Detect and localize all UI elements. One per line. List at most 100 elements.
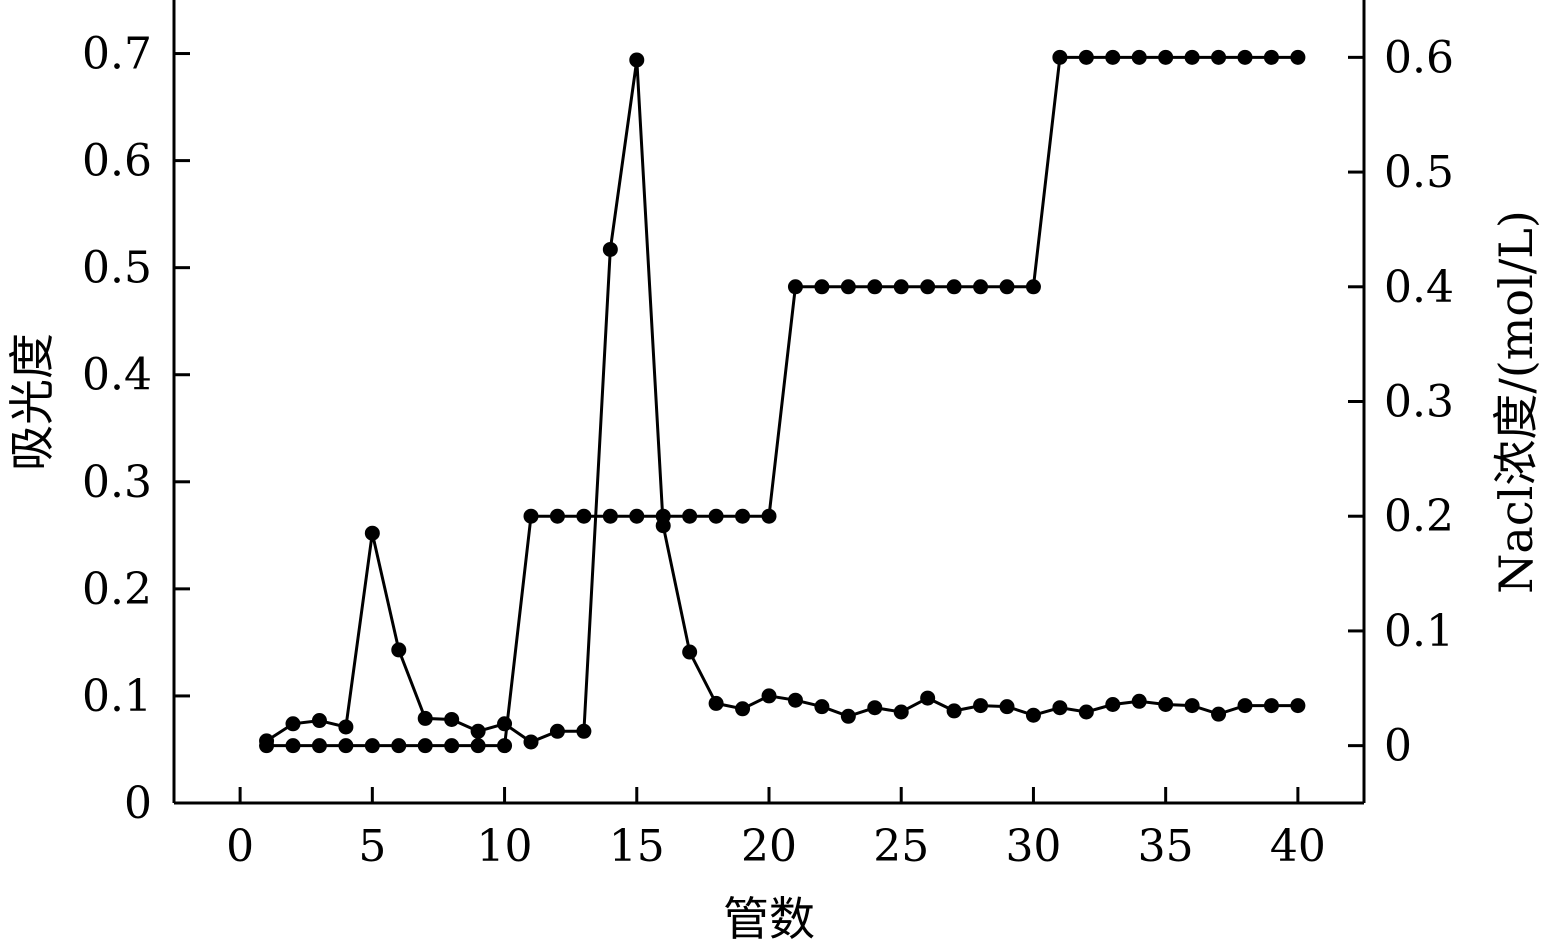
y-tick-label-right: 0.2 [1384, 491, 1454, 542]
data-point-right [311, 738, 327, 754]
data-point-left [1158, 696, 1174, 712]
data-point-right [1078, 49, 1094, 65]
data-point-left [1184, 698, 1200, 714]
data-point-left [311, 713, 327, 729]
data-point-left [497, 716, 513, 732]
data-point-right [1052, 49, 1068, 65]
series-right [259, 49, 1306, 754]
data-point-left [840, 708, 856, 724]
data-point-right [761, 508, 777, 524]
data-point-right [259, 738, 275, 754]
data-point-right [497, 738, 513, 754]
data-point-left [814, 699, 830, 715]
data-point-left [1131, 693, 1147, 709]
data-point-left [999, 699, 1015, 715]
x-tick-label: 5 [358, 821, 386, 872]
y-tick-label-right: 0.3 [1384, 377, 1454, 428]
data-point-left [1237, 698, 1253, 714]
data-point-right [1131, 49, 1147, 65]
data-point-right [417, 738, 433, 754]
data-point-right [470, 738, 486, 754]
data-point-left [1211, 706, 1227, 722]
y-axis-title-right: Nacl浓度/(mol/L) [1489, 210, 1543, 594]
data-point-left [444, 711, 460, 727]
data-point-right [867, 279, 883, 295]
y-tick-label-right: 0.5 [1384, 147, 1454, 198]
data-point-right [840, 279, 856, 295]
data-point-right [893, 279, 909, 295]
data-point-left [893, 704, 909, 720]
data-point-left [867, 700, 883, 716]
y-tick-label-left: 0.7 [82, 29, 152, 80]
data-point-right [1158, 49, 1174, 65]
x-tick-label: 0 [226, 821, 254, 872]
data-point-right [602, 508, 618, 524]
data-point-right [655, 508, 671, 524]
data-point-left [285, 716, 301, 732]
data-point-right [576, 508, 592, 524]
tick-labels: 0 5 10 15 20 25 30 35 40 0 0.1 0.2 0.3 0.4 0.5 0.6 0.7 0 0… [82, 29, 1454, 872]
y-tick-label-left: 0.3 [82, 457, 152, 508]
series-layer [259, 49, 1306, 754]
data-point-left [1025, 707, 1041, 723]
data-point-left [523, 734, 539, 750]
data-point-right [946, 279, 962, 295]
x-tick-label: 20 [741, 821, 797, 872]
data-point-right [787, 279, 803, 295]
data-point-left [1290, 698, 1306, 714]
data-point-right [1184, 49, 1200, 65]
data-point-right [814, 279, 830, 295]
data-point-left [1078, 704, 1094, 720]
y-tick-label-left: 0.4 [82, 350, 152, 401]
data-point-right [1211, 49, 1227, 65]
y-tick-label-left: 0.6 [82, 136, 152, 187]
data-point-left [761, 688, 777, 704]
data-point-right [920, 279, 936, 295]
data-point-right [735, 508, 751, 524]
data-point-left [973, 698, 989, 714]
y-tick-label-right: 0 [1384, 721, 1412, 772]
data-point-left [338, 719, 354, 735]
data-point-right [1237, 49, 1253, 65]
y-tick-label-right: 0.6 [1384, 32, 1454, 83]
data-point-left [708, 695, 724, 711]
data-point-left [549, 723, 565, 739]
y-tick-label-right: 0.4 [1384, 262, 1454, 313]
x-tick-label: 15 [609, 821, 665, 872]
data-point-left [629, 52, 645, 68]
data-point-right [549, 508, 565, 524]
data-point-left [1263, 698, 1279, 714]
data-point-right [391, 738, 407, 754]
data-point-right [973, 279, 989, 295]
x-tick-label: 25 [873, 821, 929, 872]
data-point-right [708, 508, 724, 524]
data-point-right [523, 508, 539, 524]
data-point-right [1290, 49, 1306, 65]
data-point-left [391, 642, 407, 658]
data-point-right [444, 738, 460, 754]
data-point-right [285, 738, 301, 754]
x-tick-label: 30 [1005, 821, 1061, 872]
data-point-left [735, 701, 751, 717]
data-point-right [1263, 49, 1279, 65]
y-tick-label-right: 0.1 [1384, 606, 1454, 657]
data-point-left [787, 692, 803, 708]
data-point-left [682, 644, 698, 660]
data-point-right [1025, 279, 1041, 295]
y-tick-label-left: 0.2 [82, 564, 152, 615]
data-point-left [920, 690, 936, 706]
data-point-left [417, 710, 433, 726]
data-point-left [470, 723, 486, 739]
ticks [174, 52, 1364, 805]
data-point-right [629, 508, 645, 524]
data-point-right [338, 738, 354, 754]
series-line-left [265, 59, 1298, 744]
x-axis-title: 管数 [723, 892, 815, 944]
data-point-right [1105, 49, 1121, 65]
y-tick-label-left: 0 [124, 778, 152, 829]
data-point-right [682, 508, 698, 524]
data-point-right [999, 279, 1015, 295]
x-tick-label: 35 [1138, 821, 1194, 872]
